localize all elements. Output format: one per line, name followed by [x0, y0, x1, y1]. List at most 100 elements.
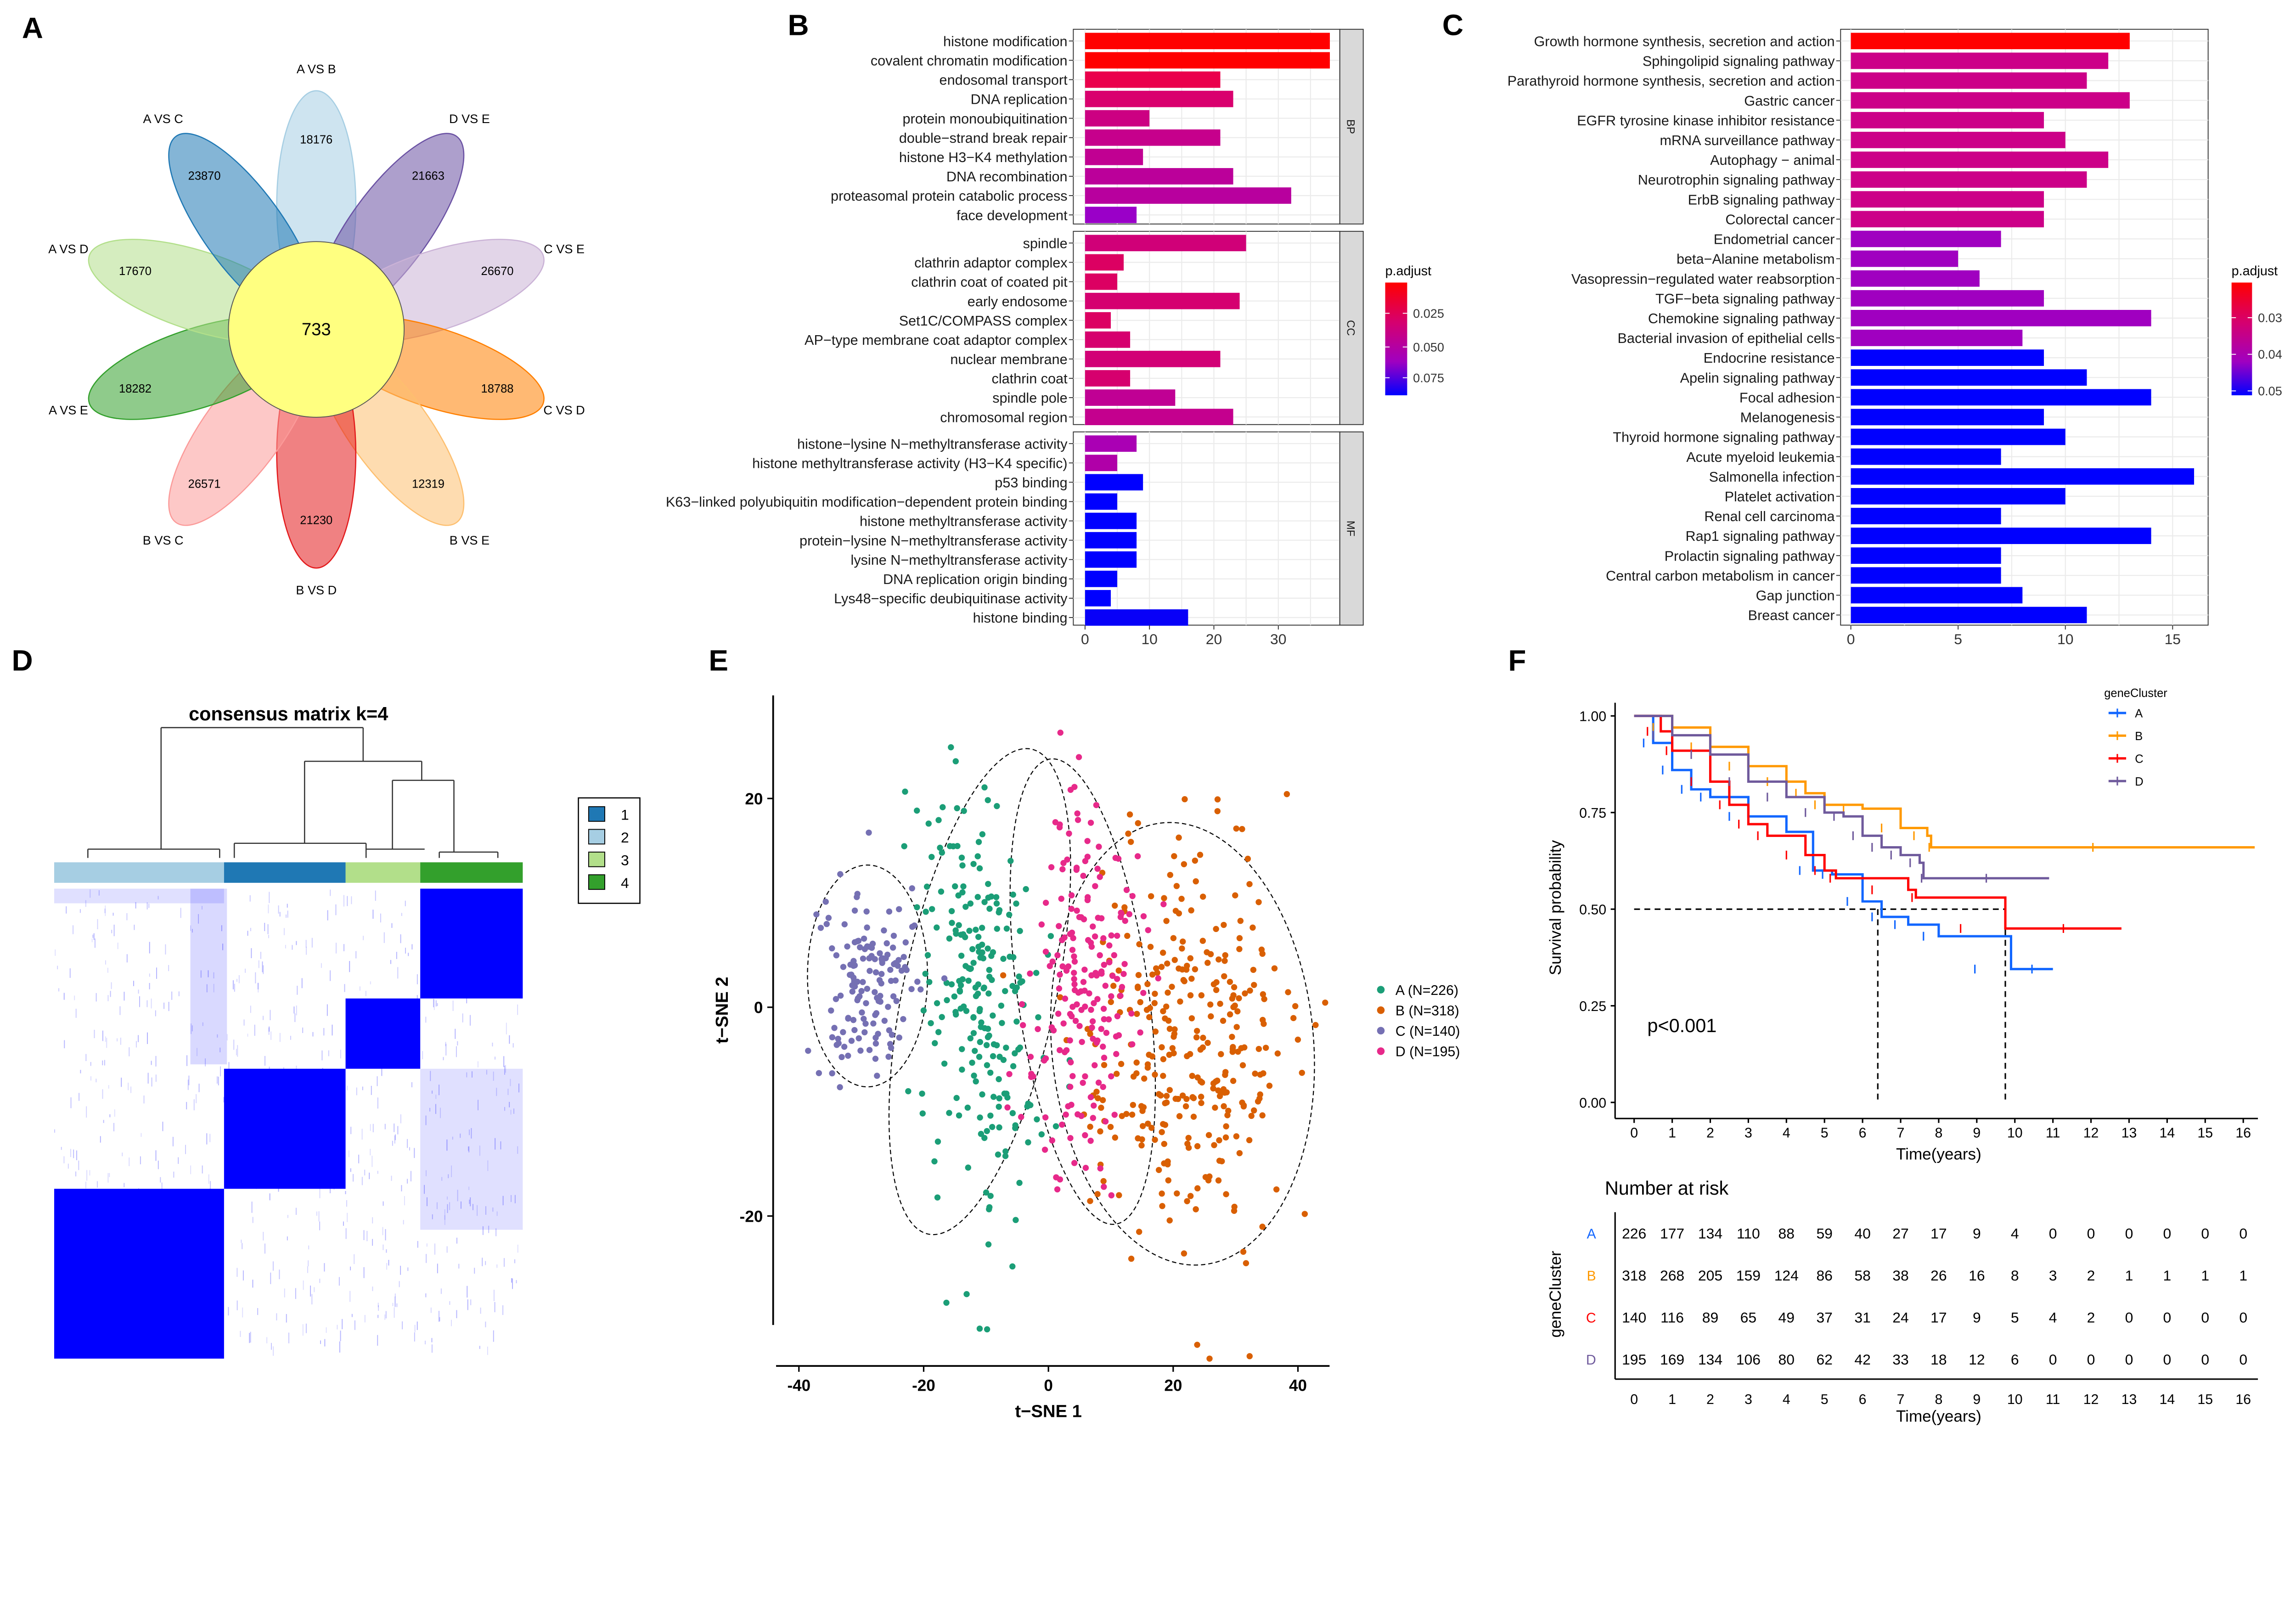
- petal-value: 26571: [188, 477, 221, 490]
- data-point: [963, 1291, 970, 1297]
- data-point: [940, 804, 946, 810]
- data-point: [1164, 960, 1171, 967]
- risk-count: 106: [1736, 1351, 1761, 1368]
- heatmap-noise: [414, 1148, 415, 1158]
- data-point: [831, 1025, 838, 1031]
- data-point: [1190, 1113, 1197, 1120]
- bar: [1851, 607, 2087, 623]
- data-point: [1255, 899, 1262, 905]
- bar: [1851, 587, 2023, 604]
- risk-count: 17: [1930, 1225, 1947, 1242]
- risk-count: 58: [1854, 1267, 1870, 1284]
- bar: [1851, 250, 1958, 267]
- data-point: [1194, 1028, 1200, 1034]
- data-point: [1145, 927, 1151, 933]
- heatmap-noise: [394, 1134, 396, 1140]
- petal-label: C VS E: [544, 242, 585, 256]
- risk-count: 17: [1930, 1309, 1947, 1326]
- data-point: [1092, 1062, 1098, 1068]
- data-point: [1108, 999, 1114, 1005]
- x-tick-label: 16: [2235, 1392, 2251, 1407]
- data-point: [1094, 1191, 1101, 1197]
- survival-curve-D: [1634, 714, 2049, 880]
- bar: [1851, 309, 2151, 326]
- data-point: [977, 1006, 983, 1012]
- heatmap-noise: [303, 1280, 304, 1290]
- heatmap-noise: [472, 1071, 473, 1078]
- heatmap-noise: [482, 1226, 484, 1235]
- data-point: [923, 909, 929, 915]
- heatmap-noise: [350, 1266, 351, 1270]
- heatmap-noise: [468, 1186, 470, 1190]
- data-point: [1113, 1050, 1120, 1057]
- heatmap-noise: [111, 930, 113, 933]
- heatmap-noise: [384, 1314, 386, 1320]
- x-axis-label: Time(years): [1896, 1407, 1981, 1425]
- data-point: [1019, 1022, 1026, 1028]
- data-point: [889, 1032, 895, 1038]
- data-point: [1148, 893, 1154, 899]
- data-point: [976, 1054, 983, 1060]
- heatmap-noise: [171, 991, 173, 1000]
- data-point: [1171, 957, 1178, 963]
- x-tick-label: 8: [1935, 1126, 1942, 1141]
- petal-value: 18176: [300, 133, 332, 146]
- data-point: [978, 1131, 985, 1137]
- category-label: histone H3−K4 methylation: [899, 150, 1068, 165]
- heatmap-noise: [437, 1264, 438, 1274]
- bar: [1085, 551, 1137, 568]
- data-point: [1246, 1353, 1253, 1359]
- data-point: [856, 993, 863, 1000]
- data-point: [977, 1114, 983, 1121]
- legend-tick-label: 0.04: [2258, 347, 2282, 361]
- heatmap-noise: [416, 974, 418, 984]
- category-label: Lys48−specific deubiquitinase activity: [834, 591, 1068, 607]
- data-point: [861, 1029, 868, 1036]
- data-point: [1076, 914, 1083, 921]
- data-point: [1100, 1043, 1106, 1050]
- data-point: [1188, 975, 1195, 982]
- data-point: [917, 986, 924, 993]
- heatmap-noise: [361, 1129, 363, 1140]
- category-label: nuclear membrane: [950, 352, 1067, 367]
- heatmap-noise: [86, 1106, 87, 1118]
- heatmap-noise: [308, 1245, 310, 1250]
- heatmap-noise: [57, 966, 58, 970]
- x-tick-label: 11: [2046, 1392, 2060, 1407]
- y-tick-label: -20: [740, 1207, 763, 1225]
- heatmap-noise: [255, 972, 256, 983]
- category-label: Central carbon metabolism in cancer: [1606, 568, 1835, 584]
- heatmap-noise: [435, 1095, 437, 1099]
- heatmap-noise: [257, 983, 259, 989]
- heatmap-noise: [287, 1236, 288, 1241]
- data-point: [1176, 910, 1182, 917]
- data-point: [1140, 989, 1147, 996]
- heatmap-noise: [460, 1133, 461, 1138]
- data-point: [972, 1048, 978, 1054]
- data-point: [1163, 1003, 1170, 1010]
- risk-count: 26: [1930, 1267, 1947, 1284]
- heatmap-noise: [161, 1182, 163, 1191]
- heatmap-noise: [487, 1160, 489, 1171]
- heatmap-noise: [263, 965, 264, 974]
- bar: [1085, 455, 1118, 472]
- data-point: [1056, 1047, 1063, 1053]
- color-bar: [1385, 282, 1407, 395]
- risk-count: 0: [2163, 1309, 2172, 1326]
- heatmap-noise: [126, 954, 128, 963]
- x-tick-label: 5: [1821, 1126, 1829, 1141]
- x-tick-label: 4: [1783, 1126, 1790, 1141]
- data-point: [914, 904, 920, 910]
- data-point: [1236, 935, 1243, 942]
- heatmap-noise: [338, 1277, 340, 1286]
- data-point: [1080, 872, 1086, 879]
- heatmap-noise: [283, 928, 285, 935]
- data-point: [823, 921, 830, 927]
- bar: [1085, 532, 1137, 549]
- x-tick-label: 20: [1206, 631, 1222, 647]
- data-point: [1160, 901, 1167, 908]
- data-point: [1058, 895, 1064, 902]
- data-point: [1173, 883, 1180, 889]
- data-point: [905, 1088, 912, 1095]
- data-point: [1067, 1011, 1074, 1017]
